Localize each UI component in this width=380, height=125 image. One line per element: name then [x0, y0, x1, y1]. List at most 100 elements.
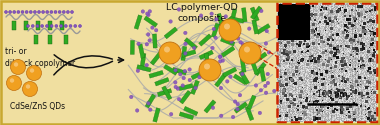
Circle shape	[183, 69, 187, 73]
Circle shape	[159, 42, 181, 64]
Circle shape	[46, 10, 49, 14]
Bar	[149, 70, 163, 78]
Circle shape	[236, 107, 239, 111]
Circle shape	[25, 10, 28, 14]
Circle shape	[42, 10, 44, 14]
Bar	[221, 46, 235, 57]
Circle shape	[194, 86, 197, 90]
Circle shape	[146, 33, 150, 36]
Circle shape	[177, 8, 181, 11]
Bar	[155, 77, 169, 86]
Circle shape	[174, 81, 177, 84]
Circle shape	[184, 42, 187, 46]
Bar	[250, 60, 259, 74]
Bar	[199, 50, 214, 60]
Circle shape	[27, 66, 41, 80]
Bar	[256, 24, 270, 34]
Circle shape	[11, 60, 25, 74]
Bar	[184, 106, 198, 116]
Circle shape	[141, 10, 145, 13]
Bar	[12, 20, 16, 30]
Bar	[211, 23, 220, 38]
Bar	[277, 3, 377, 122]
Circle shape	[29, 10, 32, 14]
Circle shape	[21, 10, 24, 14]
Bar	[215, 74, 226, 87]
Bar	[278, 4, 310, 40]
Circle shape	[259, 88, 263, 92]
Bar	[234, 102, 248, 113]
Circle shape	[192, 46, 196, 50]
Circle shape	[6, 76, 22, 90]
Bar	[60, 20, 64, 30]
Bar	[179, 84, 193, 91]
Circle shape	[244, 46, 250, 52]
Circle shape	[239, 42, 261, 64]
Circle shape	[224, 15, 228, 18]
Bar	[230, 17, 244, 23]
Bar	[239, 70, 250, 85]
Circle shape	[215, 18, 218, 21]
Circle shape	[219, 114, 223, 118]
Circle shape	[31, 24, 34, 28]
Circle shape	[149, 108, 152, 112]
Bar	[140, 53, 146, 68]
Circle shape	[17, 10, 20, 14]
Circle shape	[177, 97, 181, 101]
Bar	[245, 106, 254, 121]
Bar	[181, 50, 196, 58]
Circle shape	[212, 27, 215, 31]
Circle shape	[241, 72, 244, 76]
Circle shape	[204, 64, 210, 70]
Circle shape	[45, 24, 48, 28]
Circle shape	[54, 10, 57, 14]
Circle shape	[64, 24, 67, 28]
Circle shape	[218, 55, 222, 59]
Bar	[217, 13, 224, 28]
Circle shape	[50, 10, 53, 14]
Circle shape	[71, 10, 73, 14]
Circle shape	[219, 86, 223, 90]
Circle shape	[188, 68, 192, 71]
Circle shape	[79, 24, 81, 28]
Circle shape	[264, 91, 268, 95]
Circle shape	[225, 80, 229, 83]
Circle shape	[272, 89, 276, 93]
Circle shape	[188, 78, 192, 82]
Circle shape	[210, 12, 214, 16]
Circle shape	[211, 46, 214, 50]
Circle shape	[136, 69, 140, 72]
Circle shape	[38, 10, 41, 14]
Bar	[34, 34, 38, 43]
Circle shape	[182, 76, 185, 80]
Bar	[48, 20, 52, 30]
Circle shape	[5, 10, 8, 14]
Text: CdSe/ZnS QDs: CdSe/ZnS QDs	[10, 102, 65, 111]
Bar	[240, 58, 246, 72]
Bar	[259, 67, 266, 82]
Bar	[255, 62, 266, 76]
Bar	[233, 74, 247, 85]
Circle shape	[169, 20, 173, 23]
Text: tri- or
diblock copolymer: tri- or diblock copolymer	[5, 47, 75, 68]
Circle shape	[13, 10, 16, 14]
Bar	[250, 6, 262, 20]
Circle shape	[55, 24, 58, 28]
Bar	[164, 27, 177, 39]
Bar	[250, 7, 259, 21]
Bar	[219, 17, 233, 28]
Circle shape	[174, 68, 177, 72]
Bar	[199, 34, 212, 46]
Circle shape	[214, 36, 217, 40]
Circle shape	[171, 60, 174, 64]
Bar	[157, 89, 172, 96]
Bar	[191, 70, 205, 80]
Circle shape	[50, 24, 53, 28]
Circle shape	[146, 12, 149, 16]
Circle shape	[184, 52, 187, 55]
Bar	[247, 95, 256, 110]
Circle shape	[163, 51, 166, 55]
Circle shape	[62, 10, 65, 14]
Circle shape	[218, 55, 222, 58]
Circle shape	[145, 42, 149, 46]
